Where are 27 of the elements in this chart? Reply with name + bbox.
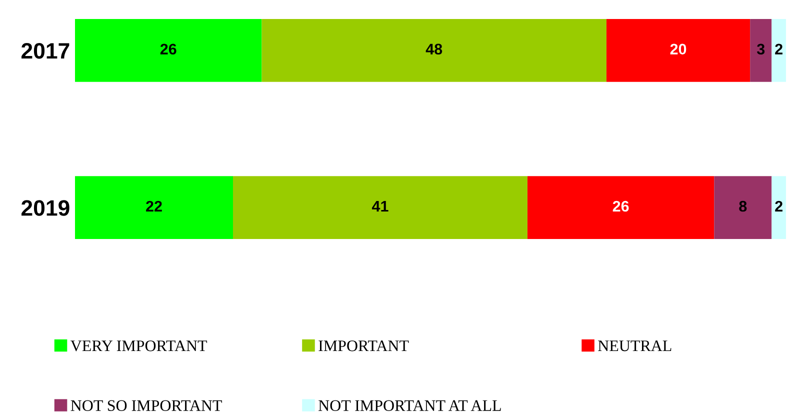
bar xyxy=(772,19,786,82)
bar xyxy=(262,19,606,82)
data-label: 22 xyxy=(146,200,162,212)
bar xyxy=(714,176,772,239)
y-tick-label: 2019 xyxy=(21,200,70,216)
data-label: 26 xyxy=(612,200,629,212)
bar xyxy=(750,19,772,82)
bar xyxy=(75,176,233,239)
data-label: 20 xyxy=(670,44,686,55)
data-label: 41 xyxy=(372,201,388,212)
data-label: 2 xyxy=(775,44,782,54)
bar xyxy=(527,176,714,239)
legend-label: NOT IMPORTANT AT ALL xyxy=(318,400,501,411)
legend-label: NOT SO IMPORTANT xyxy=(70,400,222,411)
bar xyxy=(606,19,750,82)
legend-label: NEUTRAL xyxy=(598,340,672,352)
bar xyxy=(233,176,528,239)
bar xyxy=(772,176,786,239)
legend-label: IMPORTANT xyxy=(318,340,409,352)
data-label: 2 xyxy=(775,200,782,212)
y-tick-label: 2017 xyxy=(21,42,70,59)
data-label: 3 xyxy=(756,44,765,55)
data-label: 8 xyxy=(739,200,747,212)
legend-label: VERY IMPORTANT xyxy=(70,340,208,352)
data-label: 48 xyxy=(426,44,442,55)
data-label: 26 xyxy=(160,44,176,55)
bar xyxy=(75,19,262,82)
